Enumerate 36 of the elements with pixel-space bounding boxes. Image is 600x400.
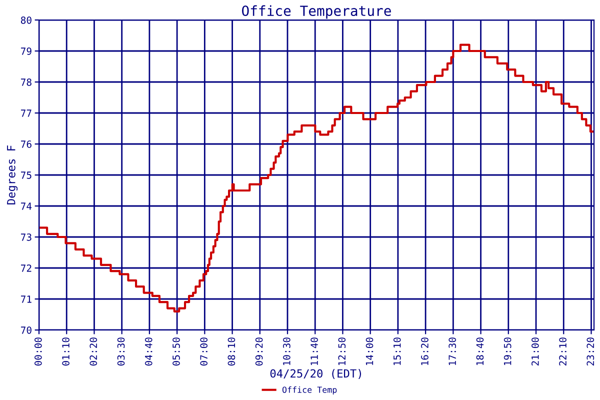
x-tick-label: 14:00 — [366, 338, 374, 366]
y-tick-label: 77 — [21, 110, 32, 117]
x-tick-label: 01:10 — [62, 338, 70, 366]
x-tick-label: 12:50 — [338, 338, 346, 366]
x-tick-label: 09:20 — [255, 338, 263, 366]
x-tick-label: 23:20 — [586, 338, 594, 366]
x-tick-label: 10:30 — [283, 338, 290, 366]
y-tick-label: 80 — [20, 16, 32, 24]
x-tick-label: 11:40 — [310, 338, 318, 366]
x-tick-label: 08:10 — [228, 338, 236, 366]
y-tick-label: 75 — [21, 172, 32, 179]
legend-label: Office Temp — [282, 386, 337, 394]
x-tick-label: 16:20 — [421, 338, 428, 366]
x-tick-label: 15:10 — [393, 338, 401, 366]
y-tick-label: 78 — [21, 78, 32, 86]
x-tick-label: 00:00 — [34, 338, 42, 366]
y-tick-label: 72 — [21, 264, 32, 272]
x-tick-label: 07:00 — [200, 338, 208, 366]
y-tick-label: 74 — [21, 202, 32, 210]
y-axis-title: Degrees F — [7, 146, 18, 204]
chart-title: Office Temperature — [242, 5, 391, 19]
x-tick-label: 22:10 — [559, 338, 566, 366]
x-tick-label: 19:50 — [504, 338, 512, 366]
x-axis-title: 04/25/20 (EDT) — [270, 369, 362, 379]
x-tick-label: 03:30 — [117, 338, 125, 366]
y-tick-label: 79 — [21, 48, 32, 55]
x-tick-label: 21:00 — [532, 338, 539, 366]
y-tick-label: 71 — [21, 296, 32, 303]
y-tick-label: 73 — [21, 234, 32, 241]
x-tick-label: 02:20 — [90, 338, 98, 366]
x-tick-label: 17:30 — [448, 338, 456, 366]
x-tick-label: 18:40 — [476, 338, 484, 366]
x-tick-label: 04:40 — [144, 338, 152, 366]
y-tick-label: 70 — [21, 326, 32, 334]
y-tick-label: 76 — [21, 140, 32, 148]
x-tick-label: 05:50 — [172, 338, 180, 366]
